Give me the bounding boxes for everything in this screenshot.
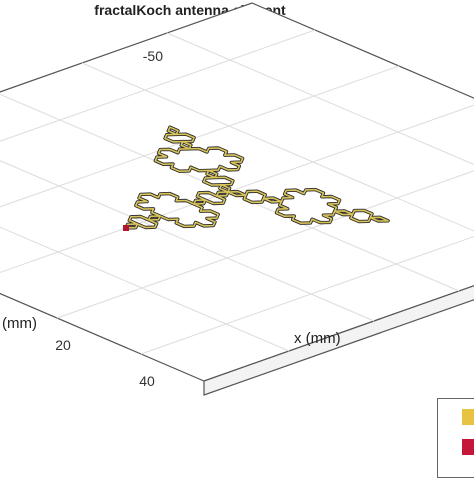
plot-box — [0, 2, 474, 396]
x-tick-label: 20 — [55, 337, 71, 353]
legend — [437, 398, 474, 478]
grid-line-y — [166, 32, 474, 166]
y-tick-label: -50 — [143, 48, 163, 64]
legend-swatch-metal — [462, 409, 474, 425]
x-axis-label: x (mm) — [294, 330, 341, 347]
legend-swatch-feed — [462, 439, 474, 455]
tick-labels: -40-2002040-500 — [55, 48, 163, 389]
y-axis-label: (mm) — [2, 315, 37, 332]
grid-line-y — [0, 226, 290, 352]
koch-curve-group — [123, 125, 390, 231]
feed-point — [123, 225, 129, 231]
koch-curve-metal — [125, 126, 389, 229]
grid-line-y — [0, 160, 375, 322]
grid-line-y — [81, 62, 474, 232]
x-tick-label: 40 — [139, 373, 155, 389]
